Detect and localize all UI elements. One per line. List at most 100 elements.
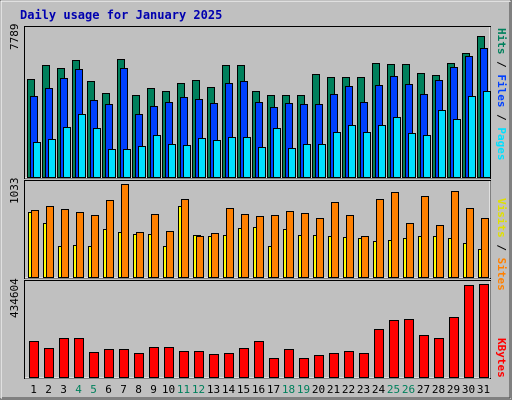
legend-separator: / bbox=[495, 237, 508, 258]
day-label: 26 bbox=[402, 383, 415, 396]
sites-bar bbox=[466, 208, 474, 278]
kbytes-bar bbox=[149, 347, 159, 378]
day-label: 8 bbox=[135, 383, 142, 396]
day-label: 1 bbox=[30, 383, 37, 396]
day-label: 22 bbox=[342, 383, 355, 396]
pages-bar bbox=[108, 149, 116, 178]
legend-visits: Visits bbox=[495, 198, 508, 238]
kbytes-bar bbox=[194, 351, 204, 378]
pages-bar bbox=[153, 135, 161, 178]
legend-hits: Hits bbox=[495, 28, 508, 55]
pages-bar bbox=[483, 91, 491, 178]
day-label: 23 bbox=[357, 383, 370, 396]
sites-bar bbox=[436, 225, 444, 278]
kbytes-max-label: 434604 bbox=[8, 278, 21, 318]
day-label: 30 bbox=[462, 383, 475, 396]
pages-bar bbox=[408, 133, 416, 178]
pages-bar bbox=[183, 145, 191, 178]
day-label: 29 bbox=[447, 383, 460, 396]
day-label: 12 bbox=[192, 383, 205, 396]
day-label: 7 bbox=[120, 383, 127, 396]
day-label: 14 bbox=[222, 383, 236, 396]
pages-bar bbox=[468, 96, 476, 178]
sites-bar bbox=[406, 223, 414, 278]
day-label: 4 bbox=[75, 383, 82, 396]
kbytes-bar bbox=[104, 349, 114, 378]
sites-bar bbox=[31, 210, 39, 278]
day-label: 25 bbox=[387, 383, 400, 396]
day-label: 11 bbox=[177, 383, 190, 396]
day-label: 16 bbox=[252, 383, 265, 396]
kbytes-bar bbox=[224, 353, 234, 378]
sites-bar bbox=[106, 200, 114, 278]
kbytes-bar bbox=[254, 341, 264, 378]
pages-bar bbox=[273, 128, 281, 178]
day-label: 9 bbox=[150, 383, 157, 396]
sites-bar bbox=[211, 233, 219, 278]
day-label: 20 bbox=[312, 383, 325, 396]
sites-bar bbox=[271, 215, 279, 278]
sites-bar bbox=[76, 212, 84, 278]
pages-bar bbox=[78, 114, 86, 178]
legend-visits-sites: Visits / Sites bbox=[495, 198, 508, 291]
sites-bar bbox=[346, 215, 354, 278]
day-label: 2 bbox=[45, 383, 52, 396]
pages-bar bbox=[288, 148, 296, 178]
legend-sites: Sites bbox=[495, 257, 508, 291]
kbytes-bar bbox=[269, 358, 279, 378]
legend-separator: / bbox=[495, 54, 508, 75]
pages-bar bbox=[438, 110, 446, 178]
pages-bar bbox=[93, 128, 101, 178]
kbytes-bar bbox=[164, 347, 174, 378]
kbytes-bar bbox=[59, 338, 69, 378]
pages-bar bbox=[378, 125, 386, 178]
sites-bar bbox=[166, 231, 174, 278]
pages-bar bbox=[33, 142, 41, 178]
chart-title: Daily usage for January 2025 bbox=[20, 8, 223, 22]
pages-bar bbox=[63, 127, 71, 178]
sites-bar bbox=[376, 199, 384, 278]
pages-bar bbox=[243, 137, 251, 178]
sites-bar bbox=[256, 216, 264, 278]
kbytes-bar bbox=[359, 353, 369, 378]
legend-files: Files bbox=[495, 74, 508, 108]
kbytes-bar bbox=[179, 351, 189, 378]
day-label: 5 bbox=[90, 383, 97, 396]
day-label: 10 bbox=[162, 383, 175, 396]
sites-bar bbox=[361, 236, 369, 278]
pages-bar bbox=[363, 132, 371, 178]
day-label: 17 bbox=[267, 383, 280, 396]
kbytes-bar bbox=[134, 353, 144, 378]
sites-bar bbox=[481, 218, 489, 278]
day-label: 19 bbox=[297, 383, 310, 396]
pages-bar bbox=[123, 149, 131, 178]
visits-max-label: 1033 bbox=[8, 177, 21, 205]
pages-bar bbox=[48, 139, 56, 178]
legend-pages: Pages bbox=[495, 127, 508, 161]
sites-bar bbox=[151, 214, 159, 278]
sites-bar bbox=[136, 232, 144, 278]
sites-bar bbox=[451, 191, 459, 278]
sites-bar bbox=[121, 184, 129, 278]
kbytes-bar bbox=[479, 284, 489, 378]
pages-bar bbox=[318, 144, 326, 178]
day-label: 15 bbox=[237, 383, 250, 396]
sites-bar bbox=[61, 209, 69, 278]
day-label: 3 bbox=[60, 383, 67, 396]
pages-bar bbox=[348, 125, 356, 178]
kbytes-bar bbox=[89, 352, 99, 378]
kbytes-bar bbox=[389, 320, 399, 378]
kbytes-bar bbox=[284, 349, 294, 378]
kbytes-bar bbox=[374, 329, 384, 378]
pages-bar bbox=[258, 147, 266, 178]
sites-bar bbox=[181, 199, 189, 278]
kbytes-bar bbox=[209, 354, 219, 378]
sites-bar bbox=[391, 192, 399, 278]
legend-separator: / bbox=[495, 107, 508, 128]
pages-bar bbox=[333, 132, 341, 178]
kbytes-bar bbox=[344, 351, 354, 378]
sites-bar bbox=[421, 196, 429, 278]
kbytes-bar bbox=[74, 338, 84, 378]
kbytes-bar bbox=[329, 353, 339, 378]
